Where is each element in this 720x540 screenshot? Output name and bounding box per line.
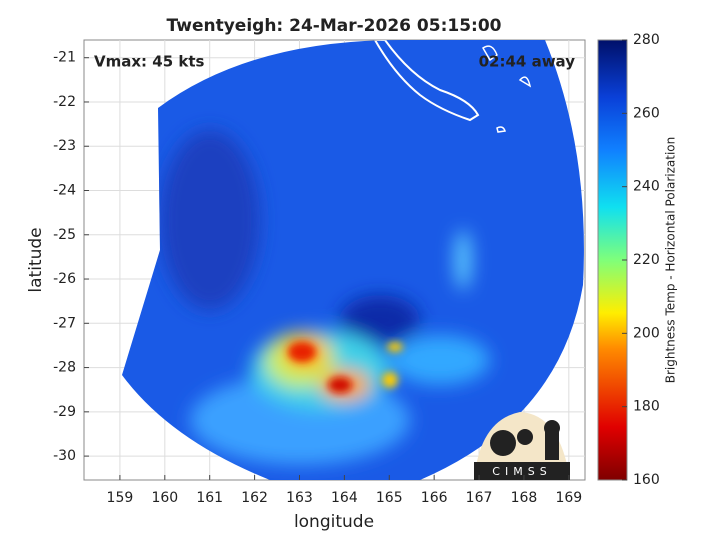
y-tick-label: -30 bbox=[53, 448, 76, 464]
colorbar-label: Brightness Temp - Horizontal Polarizatio… bbox=[664, 137, 678, 384]
colorbar-tick-label: 280 bbox=[633, 32, 660, 48]
x-tick-label: 168 bbox=[511, 490, 538, 506]
title: Twentyeigh: 24-Mar-2026 05:15:00 bbox=[167, 16, 502, 36]
x-tick-label: 165 bbox=[376, 490, 403, 506]
y-tick-label: -29 bbox=[53, 404, 76, 420]
y-tick-label: -26 bbox=[53, 271, 76, 287]
x-tick-label: 160 bbox=[151, 490, 178, 506]
x-axis-label: longitude bbox=[294, 512, 374, 532]
y-tick-label: -27 bbox=[53, 315, 76, 331]
time-away: 02:44 away bbox=[479, 53, 576, 71]
colorbar-tick-label: 180 bbox=[633, 399, 660, 415]
y-axis-label: latitude bbox=[26, 227, 46, 292]
colorbar-tick-label: 200 bbox=[633, 325, 660, 341]
y-tick-label: -24 bbox=[53, 183, 76, 199]
x-tick-label: 166 bbox=[421, 490, 448, 506]
y-tick-label: -23 bbox=[53, 138, 76, 154]
x-tick-label: 164 bbox=[331, 490, 358, 506]
logo-text: CIMSS bbox=[492, 465, 551, 478]
x-tick-label: 167 bbox=[466, 490, 493, 506]
swath-image bbox=[122, 40, 584, 480]
x-tick-label: 163 bbox=[286, 490, 313, 506]
x-tick-label: 159 bbox=[107, 490, 134, 506]
colorbar-tick-label: 240 bbox=[633, 179, 660, 195]
colorbar-tick-label: 220 bbox=[633, 252, 660, 268]
y-tick-label: -22 bbox=[53, 94, 76, 110]
x-tick-label: 169 bbox=[555, 490, 582, 506]
colorbar-tick-label: 260 bbox=[633, 105, 660, 121]
y-tick-label: -25 bbox=[53, 227, 76, 243]
x-tick-label: 162 bbox=[241, 490, 268, 506]
y-tick-label: -28 bbox=[53, 360, 76, 376]
logo: CIMSS bbox=[474, 412, 570, 480]
vmax: Vmax: 45 kts bbox=[94, 53, 204, 71]
y-tick-label: -21 bbox=[53, 50, 76, 66]
colorbar-tick-label: 160 bbox=[633, 472, 660, 488]
x-tick-label: 161 bbox=[196, 490, 223, 506]
